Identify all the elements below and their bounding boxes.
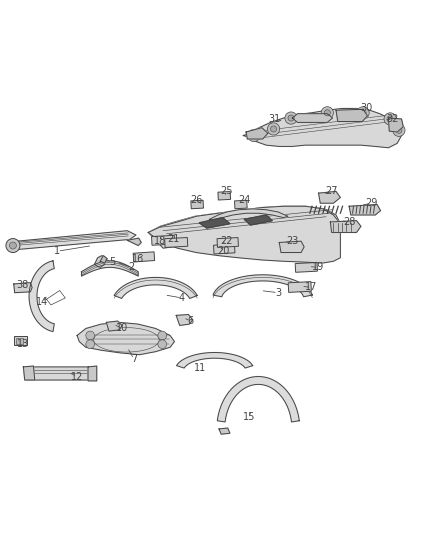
Bar <box>295 262 318 272</box>
Circle shape <box>324 110 330 116</box>
Text: 6: 6 <box>187 316 194 326</box>
Text: 25: 25 <box>221 187 233 196</box>
Text: 38: 38 <box>16 280 28 290</box>
Circle shape <box>360 110 366 116</box>
Text: 20: 20 <box>217 246 230 256</box>
Text: 31: 31 <box>269 114 281 124</box>
Text: 21: 21 <box>167 235 179 245</box>
Polygon shape <box>10 231 136 250</box>
Bar <box>16 338 23 344</box>
Circle shape <box>285 112 297 124</box>
Polygon shape <box>29 261 54 332</box>
Text: 16: 16 <box>132 254 145 264</box>
Text: 11: 11 <box>194 363 206 373</box>
Circle shape <box>387 116 393 122</box>
Polygon shape <box>246 128 268 139</box>
Polygon shape <box>148 206 340 248</box>
Polygon shape <box>14 282 32 293</box>
Text: 22: 22 <box>221 236 233 246</box>
Bar <box>133 252 155 262</box>
Text: 2: 2 <box>128 262 135 272</box>
Text: 3: 3 <box>275 288 281 298</box>
Polygon shape <box>389 118 403 132</box>
Text: 12: 12 <box>71 372 83 382</box>
Polygon shape <box>336 109 367 122</box>
Circle shape <box>6 239 20 253</box>
Text: 14: 14 <box>36 297 48 308</box>
Text: 17: 17 <box>305 282 318 293</box>
Polygon shape <box>88 366 97 381</box>
Text: 1: 1 <box>54 246 60 256</box>
Text: 23: 23 <box>286 236 299 246</box>
Polygon shape <box>318 191 340 203</box>
Circle shape <box>384 113 396 125</box>
Bar <box>191 200 204 209</box>
Polygon shape <box>199 217 230 228</box>
Polygon shape <box>279 241 304 253</box>
Text: 19: 19 <box>312 262 325 272</box>
Circle shape <box>251 133 257 139</box>
Polygon shape <box>213 275 312 297</box>
Polygon shape <box>349 205 381 215</box>
Circle shape <box>86 331 95 340</box>
Polygon shape <box>292 114 332 123</box>
Polygon shape <box>244 215 272 225</box>
Circle shape <box>10 242 16 249</box>
Circle shape <box>158 331 166 340</box>
Circle shape <box>393 124 405 136</box>
Circle shape <box>86 340 95 349</box>
Circle shape <box>271 126 277 132</box>
Text: 13: 13 <box>17 339 29 349</box>
Text: 30: 30 <box>360 103 373 114</box>
Polygon shape <box>243 108 402 148</box>
Circle shape <box>321 107 333 119</box>
Polygon shape <box>23 367 96 380</box>
Polygon shape <box>106 321 122 331</box>
Circle shape <box>357 107 369 119</box>
Text: 29: 29 <box>365 198 377 208</box>
Bar <box>14 336 27 345</box>
Circle shape <box>396 127 402 133</box>
Polygon shape <box>95 256 106 268</box>
Bar <box>217 238 238 247</box>
Text: 26: 26 <box>190 195 202 205</box>
Text: 28: 28 <box>343 217 355 227</box>
Polygon shape <box>176 314 193 326</box>
Circle shape <box>288 115 294 121</box>
Text: 24: 24 <box>238 195 251 205</box>
Polygon shape <box>46 290 65 305</box>
Polygon shape <box>23 366 35 380</box>
Text: 32: 32 <box>387 114 399 124</box>
Polygon shape <box>77 322 174 354</box>
Bar <box>165 238 188 247</box>
Bar <box>288 281 311 293</box>
Bar <box>234 200 247 209</box>
Bar <box>218 191 230 200</box>
Text: 27: 27 <box>325 187 338 196</box>
Polygon shape <box>217 376 299 422</box>
Polygon shape <box>114 277 197 298</box>
Circle shape <box>248 130 260 142</box>
Polygon shape <box>209 209 288 221</box>
Polygon shape <box>127 238 141 246</box>
Text: 7: 7 <box>131 354 137 364</box>
Circle shape <box>268 123 280 135</box>
Polygon shape <box>177 352 253 368</box>
Polygon shape <box>81 261 138 276</box>
Text: 18: 18 <box>154 236 166 246</box>
Text: 5: 5 <box>109 257 115 267</box>
Circle shape <box>158 340 166 349</box>
Polygon shape <box>330 221 361 232</box>
Polygon shape <box>219 428 230 434</box>
Bar <box>214 244 235 254</box>
Polygon shape <box>148 206 340 263</box>
Bar <box>152 236 175 245</box>
Text: 10: 10 <box>116 324 128 334</box>
Text: 4: 4 <box>179 293 185 303</box>
Text: 15: 15 <box>243 412 255 422</box>
Polygon shape <box>100 256 107 263</box>
